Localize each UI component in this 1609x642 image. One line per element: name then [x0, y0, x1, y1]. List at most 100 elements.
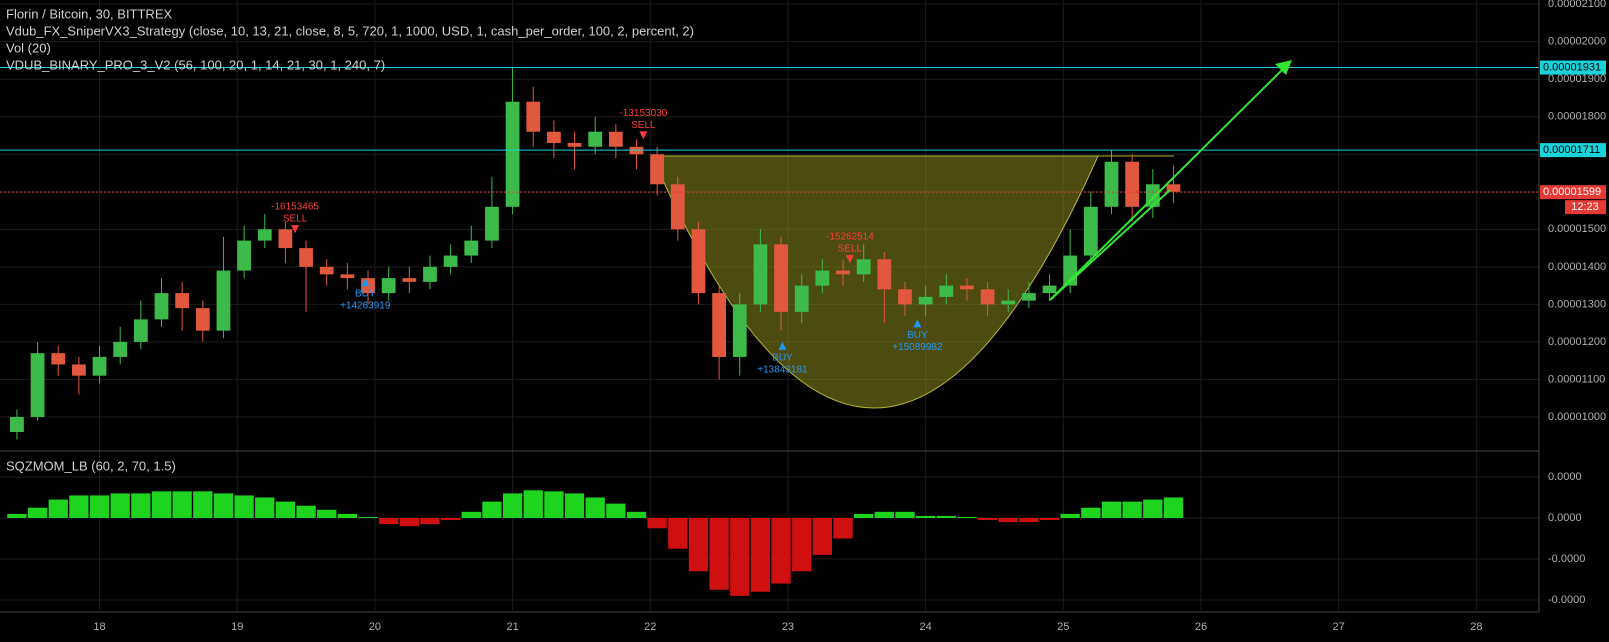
x-tick-label: 19	[231, 621, 243, 633]
momentum-bar	[379, 517, 399, 525]
momentum-bar	[502, 493, 523, 518]
price-level-label: 0.00001931	[1543, 61, 1601, 73]
momentum-bar	[1101, 501, 1122, 518]
y-tick-label: 0.00001900	[1548, 73, 1606, 85]
candle-body	[423, 266, 437, 282]
candle-body	[980, 289, 995, 305]
y-tick-label: 0.00001500	[1548, 223, 1606, 235]
signal-label: BUY	[772, 353, 793, 364]
candle-body	[588, 131, 603, 147]
signal-label: BUY	[355, 289, 376, 300]
candle-body	[237, 240, 251, 271]
momentum-bar	[193, 491, 213, 518]
signal-amount: +14263919	[340, 301, 391, 312]
momentum-bar	[668, 517, 688, 549]
candle-body	[732, 304, 747, 357]
candle-body	[30, 353, 45, 417]
candle-body	[1125, 161, 1140, 207]
signal-label: SELL	[631, 120, 656, 131]
indicator-label: Vol (20)	[6, 40, 51, 55]
y-tick-label: 0.00001200	[1548, 336, 1606, 348]
x-tick-label: 28	[1470, 621, 1482, 633]
indicator-label: VDUB_BINARY_PRO_3_V2 (56, 100, 20, 1, 14…	[6, 57, 385, 72]
candle-body	[402, 278, 417, 282]
momentum-bar	[1060, 513, 1080, 518]
y-tick-label: 0.00001100	[1548, 373, 1605, 385]
momentum-bar	[1122, 501, 1142, 518]
y-tick-label: -0.0000	[1548, 594, 1585, 606]
momentum-bar	[172, 491, 192, 518]
candle-body	[443, 255, 458, 267]
candle-body	[815, 270, 830, 286]
momentum-bar	[358, 516, 378, 518]
x-tick-label: 25	[1057, 621, 1069, 633]
candle-body	[567, 142, 582, 147]
candle-body	[133, 319, 148, 342]
candle-body	[278, 229, 293, 249]
candle-body	[51, 353, 66, 365]
momentum-bar	[709, 517, 729, 590]
momentum-bar	[854, 513, 874, 518]
candle-body	[856, 259, 871, 275]
momentum-bar	[626, 511, 647, 518]
momentum-bar	[895, 511, 915, 518]
y-tick-label: 0.00001400	[1548, 261, 1606, 273]
candle-body	[381, 278, 396, 294]
candle-body	[505, 101, 520, 207]
signal-label: BUY	[907, 330, 928, 341]
momentum-bar	[69, 495, 89, 518]
momentum-bar	[213, 493, 234, 518]
trend-arrow	[1049, 60, 1292, 301]
momentum-bar	[461, 511, 481, 518]
momentum-bar	[523, 490, 543, 518]
signal-amount: -15262514	[826, 232, 874, 243]
momentum-bar	[688, 517, 709, 572]
momentum-bar	[89, 495, 110, 518]
candle-body	[877, 259, 892, 290]
momentum-bar	[544, 491, 564, 518]
signal-arrow	[361, 278, 370, 287]
candle-body	[340, 274, 355, 279]
x-tick-label: 24	[920, 621, 932, 633]
candle-body	[650, 154, 665, 185]
y-tick-label: 0.00001800	[1548, 111, 1606, 123]
signal-label: SELL	[838, 244, 863, 255]
momentum-bar	[874, 511, 894, 518]
signal-arrow	[639, 131, 648, 140]
x-tick-label: 26	[1195, 621, 1207, 633]
candle-body	[319, 266, 334, 275]
candle-body	[939, 285, 954, 297]
signal-amount: +15089982	[892, 342, 943, 353]
momentum-bar	[275, 501, 296, 518]
candle-body	[1042, 285, 1057, 294]
labels: 0.00001000 0.00001100 0.00001200 0.00001300…	[93, 0, 1606, 633]
momentum-bar	[792, 517, 812, 572]
momentum-bar	[482, 501, 502, 518]
candle-body	[485, 206, 499, 241]
y-tick-label: -0.0000	[1548, 553, 1585, 565]
x-tick-label: 18	[93, 621, 105, 633]
momentum-bar	[317, 509, 337, 518]
candle-body	[547, 131, 561, 143]
symbol-title: Florin / Bitcoin, 30, BITTREX	[6, 6, 172, 21]
momentum-bar	[420, 517, 440, 525]
signal-amount: -13153030	[619, 108, 667, 119]
momentum-bar	[131, 493, 151, 518]
momentum-bar	[151, 491, 172, 518]
candle-body	[1166, 184, 1181, 192]
signal-arrow	[913, 319, 922, 328]
momentum-bar	[7, 513, 27, 518]
momentum-bar	[730, 517, 750, 596]
candle-body	[960, 285, 974, 290]
momentum-bar	[1019, 517, 1039, 523]
candle-body	[526, 101, 541, 132]
momentum-bar	[812, 517, 833, 555]
candle-body	[10, 416, 24, 432]
candle-body	[753, 244, 768, 305]
y-tick-label: 0.00001000	[1548, 411, 1606, 423]
trend-line	[1049, 65, 1287, 301]
candle-body	[670, 184, 685, 230]
momentum-bar	[647, 517, 667, 529]
candle-body	[175, 293, 190, 309]
